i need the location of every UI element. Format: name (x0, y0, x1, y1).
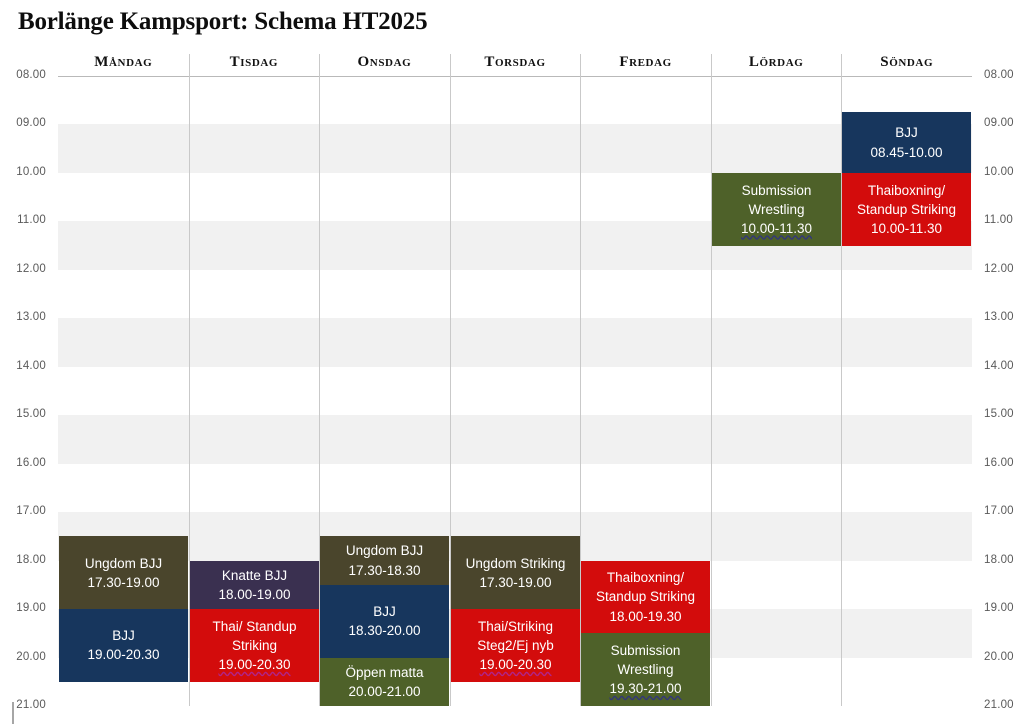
event-block[interactable]: Ungdom BJJ 17.30-19.00 (59, 536, 188, 610)
time-label-left: 13.00 (16, 311, 46, 324)
time-label-left: 18.00 (16, 553, 46, 566)
day-header-fredag: Fredag (619, 54, 672, 70)
event-time: 20.00-21.00 (348, 683, 421, 699)
event-title: Thai/Striking (477, 618, 554, 634)
column-divider (450, 54, 451, 706)
time-label-left: 16.00 (16, 456, 46, 469)
event-block[interactable]: Submission Wrestling 19.30-21.00 (581, 633, 710, 706)
event-block[interactable]: Thaiboxning/Standup Striking 10.00-11.30 (842, 172, 971, 246)
event-block[interactable]: Submission Wrestling 10.00-11.30 (712, 172, 841, 246)
event-title: Steg2/Ej nyb (477, 637, 554, 653)
event-title: Knatte BJJ (221, 567, 288, 583)
event-time: 19.00-20.30 (218, 656, 291, 672)
time-label-left: 09.00 (16, 117, 46, 130)
time-label-right: 20.00 (984, 650, 1014, 663)
event-block[interactable]: Thai/ Standup Striking 19.00-20.30 (190, 609, 319, 682)
event-title: Thaiboxning/ (867, 182, 946, 198)
column-divider (189, 54, 190, 706)
time-label-right: 16.00 (984, 456, 1014, 469)
event-title: Wrestling (617, 662, 674, 678)
time-label-right: 21.00 (984, 699, 1014, 711)
event-time: 17.30-18.30 (348, 562, 421, 578)
time-label-left: 11.00 (17, 214, 46, 227)
time-label-right: 17.00 (984, 505, 1014, 518)
time-label-right: 11.00 (984, 214, 1013, 227)
event-title: Standup Striking (595, 589, 696, 605)
event-block[interactable]: Öppen matta 20.00-21.00 (320, 657, 449, 706)
column-divider (841, 54, 842, 706)
event-title: Ungdom BJJ (345, 543, 424, 559)
event-title: Öppen matta (345, 664, 424, 680)
event-time: 17.30-19.00 (479, 574, 552, 590)
event-block[interactable]: BJJ 19.00-20.30 (59, 609, 188, 682)
event-time: 19.00-20.30 (479, 656, 552, 672)
time-label-left: 14.00 (16, 359, 46, 372)
hour-band (58, 318, 972, 367)
event-time: 19.00-20.30 (87, 647, 160, 663)
event-block[interactable]: Knatte BJJ 18.00-19.00 (190, 560, 319, 610)
column-divider (580, 54, 581, 706)
axis-end-tick (12, 702, 14, 724)
day-header-lördag: Lördag (748, 54, 804, 70)
event-time: 18.00-19.00 (218, 586, 291, 602)
time-label-left: 21.00 (16, 699, 46, 711)
event-block[interactable]: Ungdom Striking 17.30-19.00 (451, 536, 580, 610)
day-header-torsdag: Torsdag (484, 54, 546, 70)
time-label-left: 15.00 (16, 408, 46, 421)
day-header-tisdag: Tisdag (229, 54, 279, 70)
time-label-right: 14.00 (984, 359, 1014, 372)
time-label-right: 08.00 (984, 69, 1014, 81)
time-label-right: 18.00 (984, 553, 1014, 566)
event-block[interactable]: Thaiboxning/Standup Striking 18.00-19.30 (581, 560, 710, 634)
day-header-söndag: Söndag (880, 54, 934, 70)
time-label-right: 15.00 (984, 408, 1014, 421)
hour-band (58, 415, 972, 464)
event-title: BJJ (112, 628, 135, 644)
time-label-right: 09.00 (984, 117, 1014, 130)
event-block[interactable]: BJJ 18.30-20.00 (320, 584, 449, 658)
time-label-left: 12.00 (16, 262, 46, 275)
event-title: Wrestling (748, 201, 805, 217)
event-title: BJJ (895, 125, 918, 141)
schedule-grid: Måndag Tisdag Onsdag Torsdag Fredag Lördag Sön… (16, 54, 1014, 711)
event-title: BJJ (373, 604, 396, 620)
event-time: 08.45-10.00 (870, 144, 943, 160)
column-divider (319, 54, 320, 706)
event-time: 18.00-19.30 (609, 608, 682, 624)
event-title: Standup Striking (856, 201, 957, 217)
time-label-left: 10.00 (16, 165, 46, 178)
time-label-left: 08.00 (16, 69, 46, 81)
event-title: Ungdom BJJ (84, 555, 163, 571)
grid-top-line (58, 76, 972, 77)
event-block[interactable]: Thai/Striking Steg2/Ej nyb 19.00-20.30 (451, 609, 580, 682)
event-title: Thai/ Standup (212, 618, 297, 634)
event-time: 19.30-21.00 (609, 681, 682, 697)
event-time: 10.00-11.30 (740, 220, 813, 236)
day-header-måndag: Måndag (94, 54, 153, 70)
event-block[interactable]: Ungdom BJJ 17.30-18.30 (320, 536, 449, 585)
event-title: Submission (610, 642, 681, 658)
hour-band (58, 124, 972, 173)
time-label-left: 17.00 (16, 505, 46, 518)
event-title: Thaiboxning/ (606, 570, 685, 586)
event-block[interactable]: BJJ 08.45-10.00 (842, 112, 971, 173)
page-title: Borlänge Kampsport: Schema HT2025 (18, 8, 428, 35)
column-divider (711, 54, 712, 706)
time-label-right: 12.00 (984, 262, 1014, 275)
time-label-left: 20.00 (16, 650, 46, 663)
event-title: Submission (741, 182, 812, 198)
event-time: 10.00-11.30 (870, 220, 943, 236)
time-label-right: 10.00 (984, 165, 1014, 178)
event-time: 18.30-20.00 (348, 623, 421, 639)
time-label-right: 19.00 (984, 602, 1014, 615)
event-title: Striking (231, 637, 277, 653)
event-time: 17.30-19.00 (87, 574, 160, 590)
day-header-onsdag: Onsdag (357, 54, 412, 70)
event-title: Ungdom Striking (465, 555, 566, 571)
time-label-right: 13.00 (984, 311, 1014, 324)
time-label-left: 19.00 (16, 602, 46, 615)
